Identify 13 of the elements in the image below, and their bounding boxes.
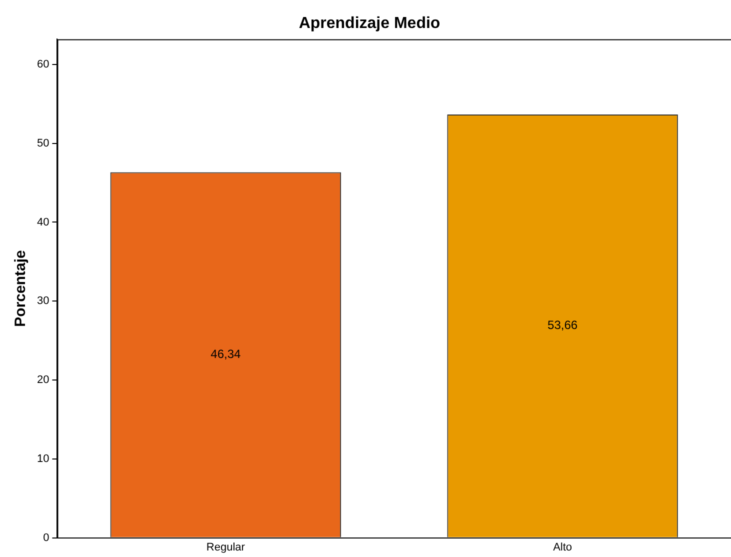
y-tick-label: 10 (36, 452, 50, 465)
y-tick-label: 40 (36, 216, 50, 228)
y-tick-label: 50 (36, 137, 50, 150)
x-tick-label: Regular (206, 541, 246, 554)
chart-title: Aprendizaje Medio (298, 15, 440, 32)
data-label: 53,66 (548, 318, 578, 332)
x-tick-label: Alto (553, 541, 572, 554)
y-tick-label: 20 (36, 374, 50, 386)
y-tick-label: 30 (36, 295, 50, 308)
y-tick-label: 0 (43, 532, 50, 544)
y-axis-title: Porcentaje (12, 250, 30, 327)
data-label: 46,34 (210, 347, 242, 362)
y-tick-label: 60 (36, 58, 50, 70)
